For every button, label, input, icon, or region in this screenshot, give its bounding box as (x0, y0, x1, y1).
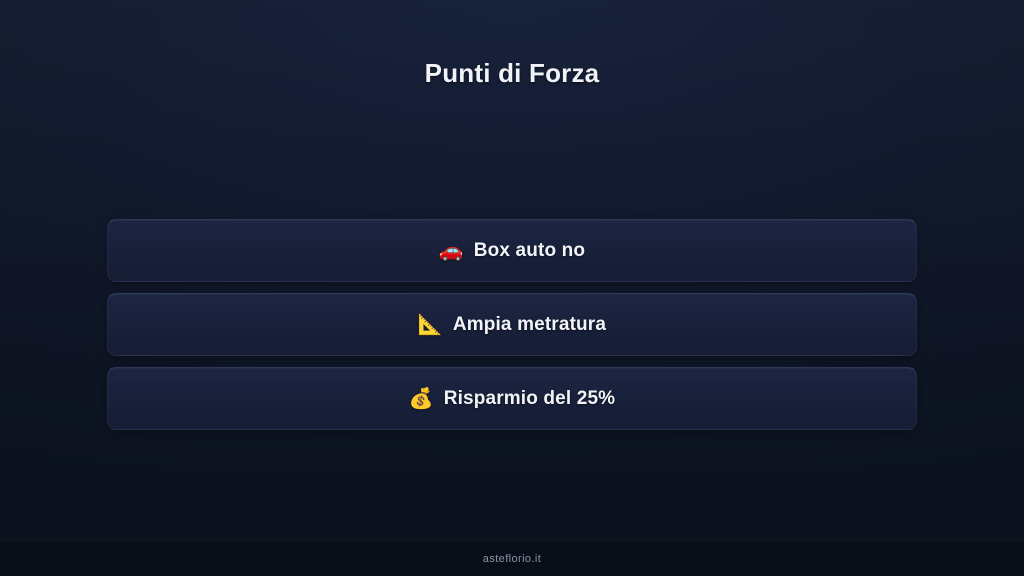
page-title: Punti di Forza (424, 58, 600, 88)
money-bag-icon: 💰 (408, 387, 434, 410)
strength-card-2-content: 📐 Ampia metratura (418, 314, 606, 336)
strength-card-2-label: Ampia metratura (452, 313, 607, 335)
strength-card-2[interactable]: 📐 Ampia metratura (107, 293, 917, 356)
footer-site-label: asteflorio.it (482, 553, 542, 565)
strength-card-3[interactable]: 💰 Risparmio del 25% (107, 367, 917, 430)
car-icon: 🚗 (438, 239, 464, 262)
strength-card-1-content: 🚗 Box auto no (439, 240, 585, 262)
triangular-ruler-icon: 📐 (417, 313, 443, 336)
strengths-card-list: 🚗 Box auto no 📐 Ampia metratura 💰 Rispar… (107, 219, 917, 430)
strength-card-1-label: Box auto no (473, 239, 586, 261)
footer-bar: asteflorio.it (0, 542, 1024, 576)
strength-card-3-content: 💰 Risparmio del 25% (409, 388, 615, 410)
strength-card-1[interactable]: 🚗 Box auto no (107, 219, 917, 282)
strength-card-3-label: Risparmio del 25% (443, 387, 616, 409)
